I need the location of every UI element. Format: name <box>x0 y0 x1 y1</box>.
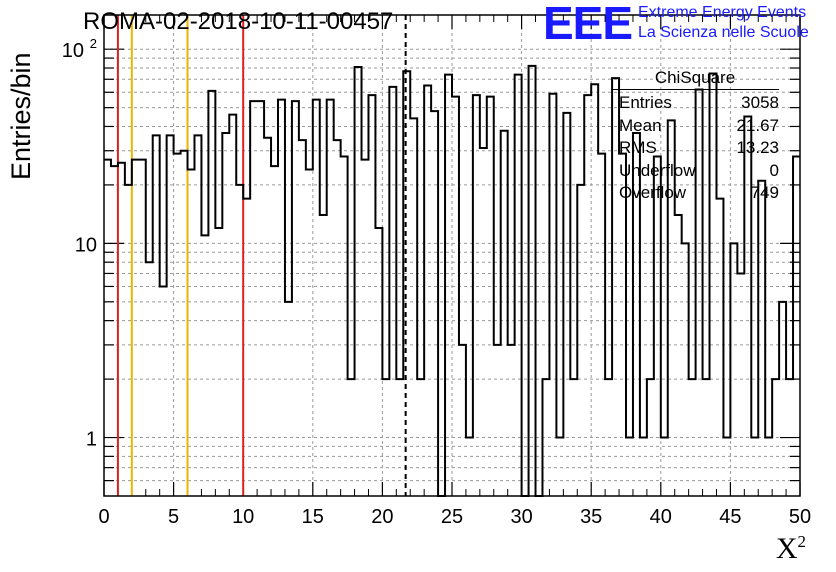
x-tick-label: 50 <box>789 506 811 528</box>
x-tick-label: 40 <box>650 506 672 528</box>
histogram-series <box>104 64 800 497</box>
x-tick-label: 25 <box>441 506 463 528</box>
y-tick-label-exponent: 2 <box>90 36 97 51</box>
x-tick-label: 5 <box>168 506 179 528</box>
reference-lines <box>116 15 407 496</box>
x-tick-label: 20 <box>371 506 393 528</box>
logo-line-2: La Scienza nelle Scuole <box>638 24 809 41</box>
x-tick-label: 30 <box>510 506 532 528</box>
stats-box-title: ChiSquare <box>611 68 779 90</box>
stats-row-entries: Entries 3058 <box>619 93 779 112</box>
x-tick-label: 45 <box>719 506 741 528</box>
x-tick-label: 15 <box>302 506 324 528</box>
x-tick-label: 10 <box>232 506 254 528</box>
stats-box: ChiSquare Entries 3058 Mean 21.67 RMS 13.23… <box>611 68 779 205</box>
y-axis-label: Entries/bin <box>6 52 36 180</box>
y-tick-label: 10 <box>62 40 84 62</box>
chart-title: ROMA-02-2018-10-11-00457 <box>83 8 394 35</box>
stats-row-underflow: Underflow 0 <box>619 160 779 180</box>
x-tick-label: 35 <box>580 506 602 528</box>
logo-line-1: Extreme Energy Events <box>638 4 807 21</box>
x-axis-label: X2 <box>775 532 806 565</box>
eee-logo-icon: EEE <box>543 0 633 49</box>
stats-row-overflow: Overflow 749 <box>619 183 779 202</box>
y-tick-label: 1 <box>86 429 97 451</box>
stats-row-rms: RMS 13.23 <box>619 138 779 157</box>
tick-labels: 0 5 10 15 20 25 30 35 40 45 50 1 10 10 2 <box>62 36 811 528</box>
stats-row-mean: Mean 21.67 <box>619 115 779 135</box>
plot-frame <box>103 14 801 497</box>
y-tick-label: 10 <box>75 234 97 256</box>
x-tick-label: 0 <box>98 506 109 528</box>
